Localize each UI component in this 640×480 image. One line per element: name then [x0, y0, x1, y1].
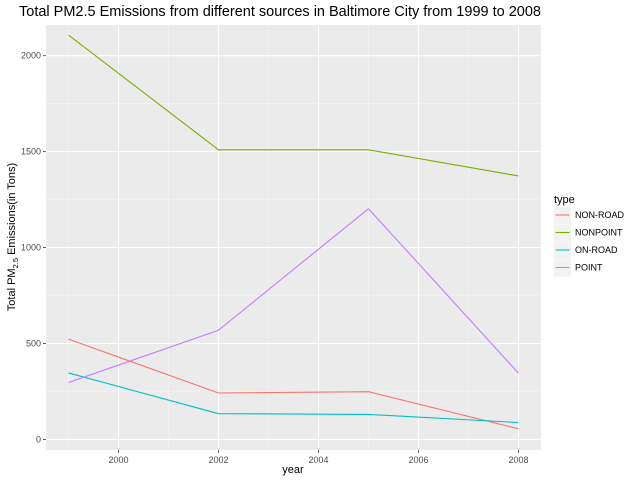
x-tick-label: 2002 — [208, 455, 228, 465]
x-tick-label: 2008 — [508, 455, 528, 465]
y-tick-label: 1500 — [21, 147, 41, 157]
y-axis-title-prefix: Total PM — [6, 268, 18, 311]
y-tick-label: 2000 — [21, 51, 41, 61]
series-line-on-road — [68, 372, 519, 424]
series-line-non-road — [68, 338, 519, 430]
series-lines — [68, 34, 519, 430]
series-line-point — [68, 208, 519, 384]
y-tick-label: 0 — [36, 434, 41, 444]
legend-label-nonpoint: NONPOINT — [575, 228, 623, 238]
y-axis-title-suffix: Emissions(in Tons) — [6, 163, 18, 258]
plot-panel — [46, 25, 541, 450]
series-line-nonpoint — [68, 34, 519, 177]
x-axis-ticks: 2000 2002 2004 2006 2008 — [108, 450, 529, 465]
y-axis-ticks: 0 500 1000 1500 2000 — [21, 51, 46, 444]
x-axis-title: year — [282, 464, 304, 476]
y-tick-label: 500 — [26, 339, 41, 349]
y-axis-title-subscript: 2.5 — [11, 258, 20, 268]
major-gridlines — [46, 25, 541, 450]
x-tick-label: 2000 — [108, 455, 128, 465]
y-tick-label: 1000 — [21, 243, 41, 253]
y-axis-title: Total PM2.5 Emissions(in Tons) — [6, 163, 20, 311]
minor-gridlines — [46, 25, 541, 450]
legend-label-non-road: NON-ROAD — [575, 210, 624, 220]
x-tick-label: 2006 — [408, 455, 428, 465]
chart-title: Total PM2.5 Emissions from different sou… — [19, 4, 541, 20]
legend: type NON-ROAD NONPOINT ON-ROAD POINT — [554, 194, 624, 277]
legend-label-point: POINT — [575, 263, 603, 273]
legend-title: type — [554, 194, 575, 206]
x-tick-label: 2004 — [308, 455, 328, 465]
legend-label-on-road: ON-ROAD — [575, 245, 618, 255]
